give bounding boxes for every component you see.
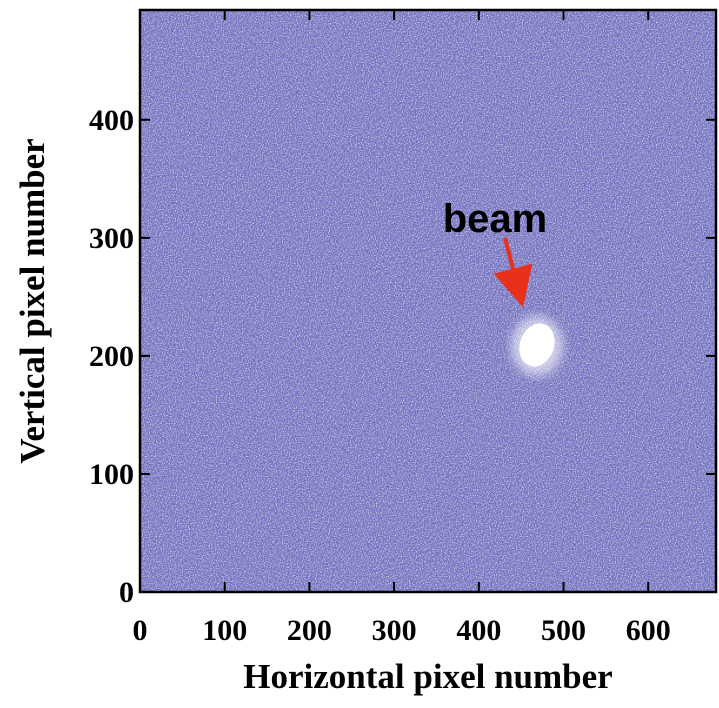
y-tick-label: 400 bbox=[89, 104, 134, 137]
y-axis-title: Vertical pixel number bbox=[13, 138, 52, 463]
y-tick-label: 0 bbox=[119, 576, 134, 609]
x-tick-label: 200 bbox=[287, 614, 332, 647]
x-tick-label: 0 bbox=[133, 614, 148, 647]
x-tick-label: 500 bbox=[541, 614, 586, 647]
x-axis-title: Horizontal pixel number bbox=[243, 657, 612, 696]
plot-frame bbox=[138, 8, 718, 594]
annotation: beam bbox=[443, 197, 548, 241]
y-tick-label: 100 bbox=[89, 458, 134, 491]
x-tick-label: 300 bbox=[372, 614, 417, 647]
x-tick-label: 400 bbox=[456, 614, 501, 647]
beam-spot bbox=[519, 323, 555, 367]
annotation-arrow bbox=[493, 237, 533, 308]
x-tick-label: 100 bbox=[202, 614, 247, 647]
x-tick-label: 600 bbox=[626, 614, 671, 647]
plot-area bbox=[140, 10, 716, 592]
image-noise bbox=[140, 10, 716, 592]
y-tick-label: 300 bbox=[89, 222, 134, 255]
y-tick-label: 200 bbox=[89, 340, 134, 373]
